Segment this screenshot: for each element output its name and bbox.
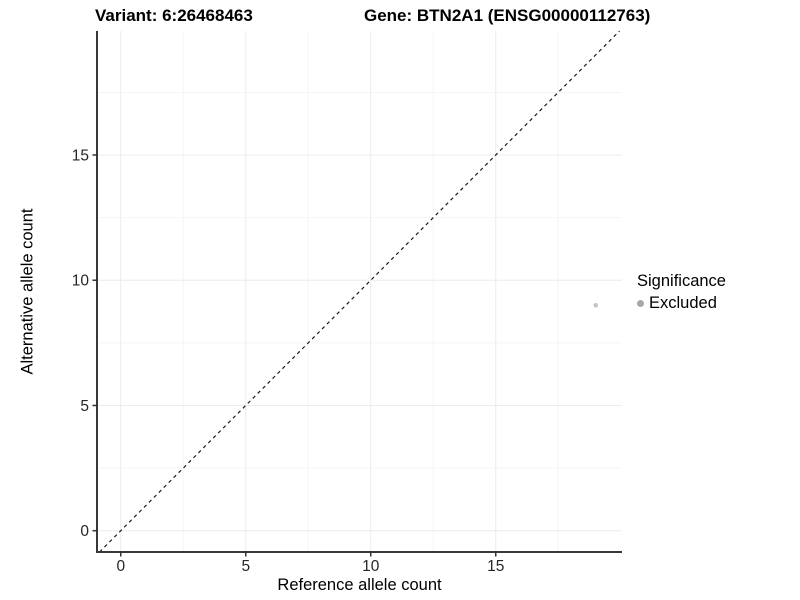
- legend-item-label: Excluded: [649, 294, 717, 312]
- x-tick-label: 0: [116, 558, 125, 575]
- identity-dashed-line: [99, 30, 620, 553]
- y-tick-label: 15: [72, 147, 89, 164]
- x-axis-title: Reference allele count: [277, 576, 442, 594]
- y-tick-label: 5: [80, 398, 89, 415]
- y-tick-label: 0: [80, 523, 89, 540]
- legend-item-excluded: Excluded: [637, 293, 726, 313]
- y-axis-title: Alternative allele count: [18, 208, 37, 375]
- legend-title: Significance: [637, 272, 726, 290]
- gene-title: Gene: BTN2A1 (ENSG00000112763): [364, 6, 651, 25]
- x-tick-label: 10: [362, 558, 380, 575]
- x-tick-label: 5: [241, 558, 250, 575]
- variant-title: Variant: 6:26468463: [95, 6, 253, 25]
- data-point: [593, 302, 599, 308]
- legend: Significance Excluded: [637, 271, 726, 313]
- x-tick-label: 15: [487, 558, 504, 575]
- y-tick-label: 10: [72, 273, 90, 290]
- legend-point-icon: [637, 299, 644, 307]
